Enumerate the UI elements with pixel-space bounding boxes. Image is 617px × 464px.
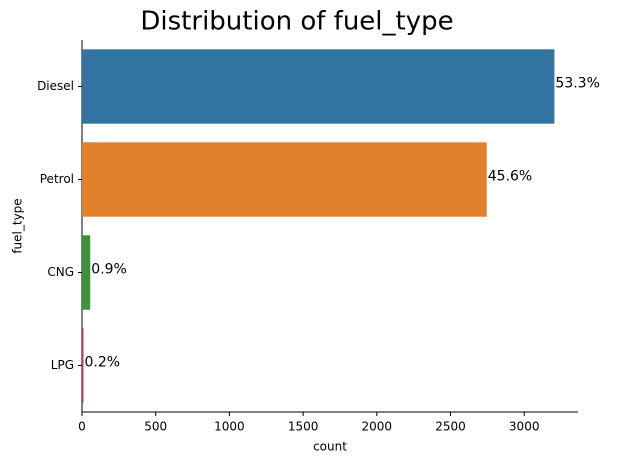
x-tick-label: 2000 <box>362 420 393 434</box>
value-label: 45.6% <box>488 169 532 185</box>
x-tick-label: 3000 <box>509 420 540 434</box>
y-axis-label: fuel_type <box>11 198 25 253</box>
y-tick-label: CNG <box>47 265 74 279</box>
bar <box>82 328 84 403</box>
chart-title: Distribution of fuel_type <box>140 7 453 37</box>
bar <box>82 235 91 310</box>
value-label: 53.3% <box>555 76 599 92</box>
bar <box>82 142 487 217</box>
x-axis-label: count <box>313 440 347 454</box>
value-label: 0.9% <box>91 262 127 278</box>
bar <box>82 49 555 124</box>
y-tick-label: Diesel <box>37 79 74 93</box>
value-label: 0.2% <box>84 355 120 371</box>
x-tick-label: 1500 <box>288 420 319 434</box>
x-tick-label: 500 <box>144 420 167 434</box>
y-tick-label: LPG <box>51 358 74 372</box>
y-tick-label: Petrol <box>40 172 74 186</box>
x-tick-label: 2500 <box>435 420 466 434</box>
x-tick-label: 1000 <box>214 420 245 434</box>
x-tick-label: 0 <box>78 420 86 434</box>
